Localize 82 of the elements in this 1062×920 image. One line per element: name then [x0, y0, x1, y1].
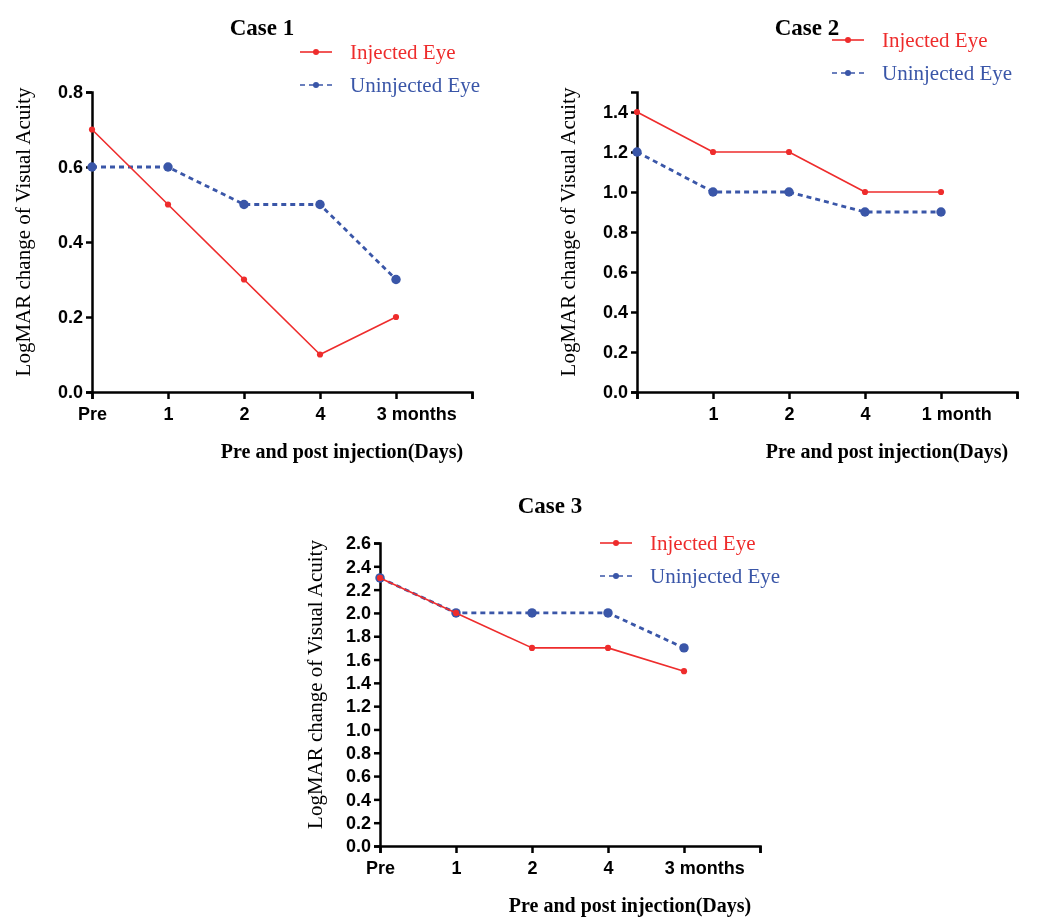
point [709, 148, 717, 156]
chart-title: Case 2 [774, 15, 840, 40]
y-tick-label: 2.4 [345, 556, 371, 577]
point [164, 201, 172, 208]
y-tick-label: 0.0 [602, 382, 628, 403]
x-tick-label: 4 [603, 857, 614, 878]
point [239, 199, 249, 210]
chart-title: Case 1 [229, 15, 295, 40]
point [163, 162, 173, 172]
point [860, 207, 870, 217]
y-tick-label: 0.8 [345, 743, 371, 764]
legend-label: Uninjected Eye [650, 564, 781, 588]
y-tick-label: 2.2 [345, 579, 371, 600]
x-tick-label: 1 [708, 403, 719, 424]
point [392, 313, 400, 321]
y-tick-label: 1.4 [345, 673, 371, 694]
y-tick-label: 0.0 [57, 382, 83, 403]
point [679, 643, 689, 653]
y-tick-label: 0.2 [602, 342, 628, 363]
y-tick-label: 0.2 [57, 307, 83, 328]
x-tick-label: Pre [77, 403, 108, 424]
y-tick-label: 1.6 [345, 649, 371, 670]
y-tick-label: 1.2 [602, 142, 628, 163]
x-axis-title: Pre and post injection(Days) [220, 440, 464, 463]
y-tick-label: 0.6 [345, 766, 371, 787]
x-tick-label: 1 [163, 403, 174, 424]
y-tick-label: 2.6 [345, 533, 371, 554]
x-axis-title: Pre and post injection(Days) [508, 894, 752, 917]
point [240, 276, 248, 283]
x-tick-label: 3 months [376, 403, 457, 424]
legend-label: Uninjected Eye [350, 73, 481, 97]
point [936, 207, 946, 217]
x-tick-label: 3 months [664, 857, 745, 878]
point [527, 608, 537, 618]
x-tick-label: Pre [365, 857, 396, 878]
point [391, 274, 401, 285]
y-tick-label: 1.2 [345, 696, 371, 717]
y-tick-label: 1.0 [602, 182, 628, 203]
y-tick-label: 2.0 [345, 603, 371, 624]
point [633, 108, 641, 116]
point [861, 188, 869, 196]
y-tick-label: 1.0 [345, 719, 371, 740]
point [632, 147, 642, 157]
point [784, 187, 794, 197]
point [528, 644, 536, 651]
y-tick-label: 1.8 [345, 626, 371, 647]
x-axis-title: Pre and post injection(Days) [765, 440, 1009, 463]
y-tick-label: 0.2 [345, 812, 371, 833]
y-axis-title: LogMAR change of Visual Acuity [303, 539, 327, 829]
x-tick-label: 1 [451, 857, 462, 878]
y-axis-title: LogMAR change of Visual Acuity [11, 87, 35, 377]
point [603, 608, 613, 618]
point [680, 668, 688, 675]
y-tick-label: 0.8 [57, 82, 83, 103]
legend-label: Injected Eye [650, 531, 756, 555]
chart-title: Case 3 [517, 493, 583, 518]
legend-label: Injected Eye [350, 40, 456, 64]
y-tick-label: 0.8 [602, 222, 628, 243]
point [87, 162, 97, 172]
point [604, 644, 612, 651]
y-tick-label: 1.4 [602, 102, 628, 123]
y-tick-label: 0.6 [57, 157, 83, 178]
y-tick-label: 0.4 [57, 232, 83, 253]
x-tick-label: 2 [527, 857, 538, 878]
y-tick-label: 0.6 [602, 262, 628, 283]
point [316, 351, 324, 358]
y-axis-title: LogMAR change of Visual Acuity [556, 87, 580, 377]
point [708, 187, 718, 197]
legend-label: Uninjected Eye [882, 61, 1013, 85]
point [315, 199, 325, 210]
y-tick-label: 0.0 [345, 836, 371, 857]
y-tick-label: 0.4 [345, 789, 371, 810]
legend-label: Injected Eye [882, 28, 988, 52]
point [937, 188, 945, 196]
x-tick-label: 2 [784, 403, 795, 424]
point [88, 126, 96, 133]
y-tick-label: 0.4 [602, 302, 628, 323]
x-tick-label: 2 [239, 403, 250, 424]
x-tick-label: 4 [860, 403, 871, 424]
point [785, 148, 793, 156]
x-tick-label: 1 month [921, 403, 992, 424]
x-tick-label: 4 [315, 403, 326, 424]
